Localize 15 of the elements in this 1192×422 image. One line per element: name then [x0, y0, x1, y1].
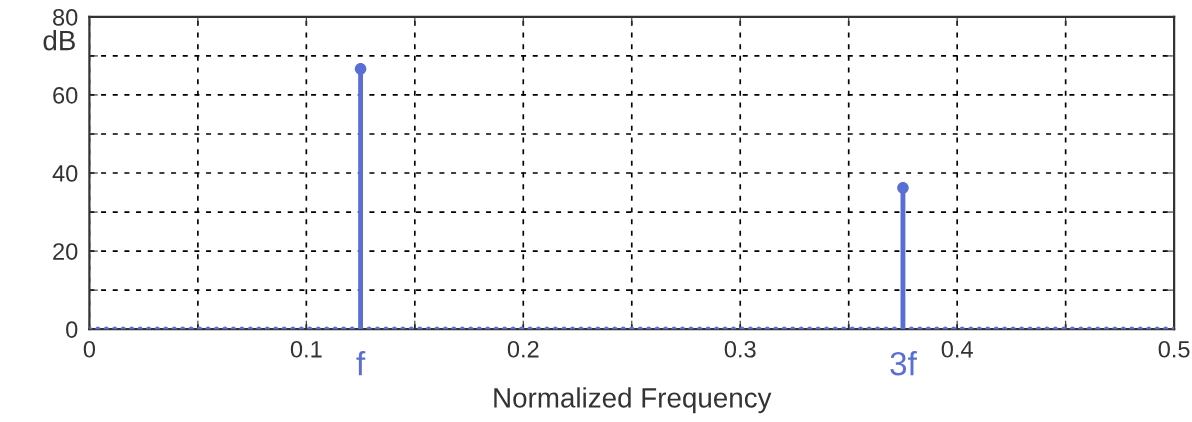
- text: 3f: [890, 351, 917, 376]
- y-axis-title: dB: [43, 30, 75, 51]
- y-tick-label: 0: [66, 321, 78, 338]
- x-tick-label: 0.5: [1158, 340, 1190, 358]
- x-tick-label: 0.4: [941, 340, 973, 358]
- x-tick-label: 0.3: [724, 340, 756, 358]
- x-tick-label: 0.1: [290, 340, 322, 358]
- x-axis-title: Normalized Frequency: [494, 387, 772, 414]
- y-tick-label: 60: [53, 87, 78, 104]
- y-tick-label: 80: [53, 8, 78, 26]
- y-tick-label: 20: [53, 243, 78, 260]
- x-tick-label: 0: [83, 340, 96, 358]
- text: f: [356, 351, 366, 376]
- x-tick-label: 0.2: [507, 340, 539, 358]
- y-tick-label: 40: [52, 165, 78, 182]
